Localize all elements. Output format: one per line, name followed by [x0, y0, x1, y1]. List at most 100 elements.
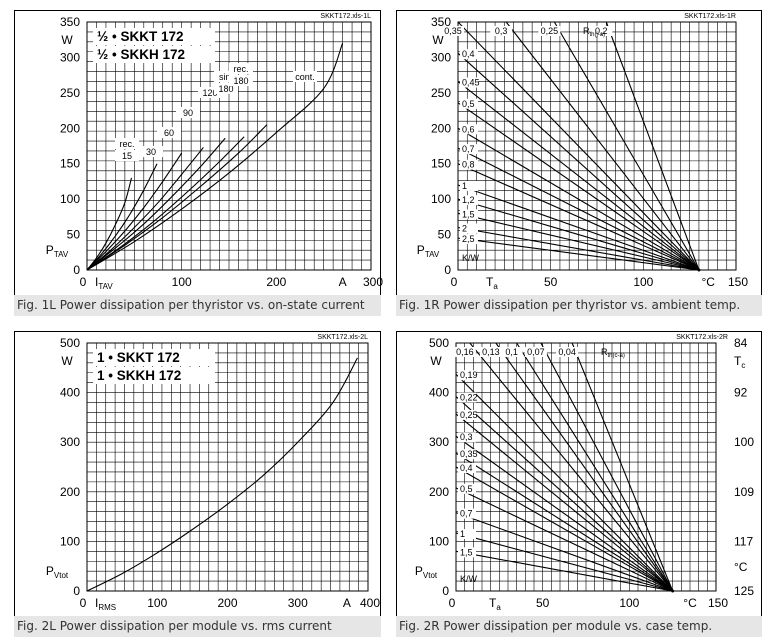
- series-line-0-4: [455, 466, 673, 592]
- chart-title: ½ • SKKH 172: [97, 47, 185, 62]
- series-label-background: [590, 26, 613, 36]
- y-axis-label: PVtot: [415, 564, 438, 580]
- series-label-background: [524, 347, 547, 357]
- y-tick-label: 100: [60, 192, 80, 206]
- series-label: rec.: [119, 139, 134, 149]
- chart-title: 1 • SKKH 172: [97, 368, 181, 383]
- series-line-rec-15: [86, 177, 133, 271]
- right-tick-label: 125: [734, 584, 754, 598]
- series-label: 90: [183, 108, 193, 118]
- series-label-background: [460, 159, 478, 170]
- x-tick-label: 150: [708, 596, 728, 610]
- series-line-0-7: [457, 147, 700, 271]
- series-line-2-5: [457, 237, 700, 271]
- x-axis-unit: A: [339, 275, 347, 289]
- series-line-0-16: [469, 342, 674, 592]
- x-tick-label: 100: [633, 275, 653, 289]
- x-tick-label: 0: [80, 275, 87, 289]
- chart-panel-fig-2l: SKKT172.xls-2L 0 100 200 300 400 500 0 100 200 300…: [14, 331, 381, 637]
- series-label: 0,22: [460, 393, 478, 403]
- series-label-background: [293, 71, 317, 82]
- chart-title: 1 • SKKT 172: [97, 350, 180, 365]
- series-label-background: [460, 49, 478, 60]
- series-line-0-45: [457, 81, 700, 271]
- series-line-0-35: [455, 452, 673, 592]
- plot-frame: [86, 21, 372, 271]
- x-axis-unit: °C: [701, 275, 715, 289]
- y-tick-label: 200: [60, 121, 80, 135]
- chart-panel-fig-1l: SKKT172.xls-1L 0 50 100 150 200 250 300 350 0 100 2…: [14, 10, 383, 316]
- series-label-background: [490, 26, 513, 36]
- series-label-background: [500, 347, 523, 357]
- series-label: 30: [146, 147, 156, 157]
- series-label: 2: [462, 223, 467, 233]
- series-label-background: [458, 392, 476, 403]
- series-label-background: [460, 234, 478, 245]
- chart-caption: Fig. 1R Power dissipation per thyristor …: [396, 295, 762, 316]
- chart-panel-fig-1r: SKKT172.xls-1R 0 50 100 150 200 250 300 350 0 50 10…: [396, 10, 762, 316]
- series-label: 0,5: [462, 99, 475, 109]
- series-label: 0,8: [462, 160, 475, 170]
- series-label: 0,45: [462, 78, 480, 88]
- chart-caption: Fig. 1L Power dissipation per thyristor …: [14, 295, 381, 316]
- series-line-0-1: [516, 342, 674, 592]
- series-label: rec.: [233, 64, 248, 74]
- x-axis-label: Ta: [486, 275, 498, 291]
- series-line-0-13: [495, 342, 674, 592]
- series-line-0-7: [455, 512, 673, 592]
- x-tick-label: 0: [80, 596, 87, 610]
- y-tick-label: 150: [431, 157, 451, 171]
- y-axis-label: PTAV: [417, 243, 440, 259]
- series-label: 0,19: [460, 370, 478, 380]
- series-label: 0,04: [558, 347, 576, 357]
- convergence-point: [697, 268, 701, 272]
- series-line-0-6: [457, 127, 700, 271]
- y-tick-label: 200: [60, 485, 80, 499]
- file-tag: SKKT172.xls-2R: [676, 334, 728, 341]
- series-label: 0,2: [595, 26, 608, 36]
- title-background: [93, 46, 215, 63]
- series-label-background: [198, 87, 222, 98]
- series-label-background: [176, 107, 200, 118]
- series-label: 0,4: [462, 49, 475, 59]
- series-label: 1,2: [462, 195, 475, 205]
- series-label-background: [458, 370, 476, 381]
- rth-unit: K/W: [462, 253, 480, 263]
- series-label-background: [229, 63, 253, 74]
- series-label: 0,6: [462, 124, 475, 134]
- series-label: 0,13: [482, 347, 500, 357]
- y-axis-unit: W: [61, 33, 73, 47]
- x-tick-label: 150: [728, 275, 748, 289]
- series-label: 0,3: [495, 26, 508, 36]
- chart-fig-2l: SKKT172.xls-2L 0 100 200 300 400 500 0 100 200 300…: [14, 331, 381, 637]
- right-tick-label: 109: [734, 485, 754, 499]
- chart-panel-fig-2r: SKKT172.xls-2R 0 100 200 300 400 500 0 50 100 150 °…: [396, 331, 762, 637]
- x-tick-label: 200: [217, 596, 237, 610]
- series-label: 0,35: [444, 26, 462, 36]
- file-tag: SKKT172.xls-2L: [317, 334, 368, 341]
- y-tick-label: 400: [60, 386, 80, 400]
- y-tick-label: 300: [60, 435, 80, 449]
- y-tick-label: 250: [60, 86, 80, 100]
- y-axis-unit: W: [432, 33, 444, 47]
- series-label: 0,1: [505, 347, 518, 357]
- y-axis-label: PTAV: [46, 243, 69, 259]
- y-tick-label: 50: [67, 228, 81, 242]
- series-label-background: [460, 98, 478, 109]
- rth-unit: K/W: [460, 574, 478, 584]
- series-label-background: [458, 449, 476, 460]
- series-label-background: [458, 432, 476, 443]
- series-label-background: [460, 77, 478, 88]
- right-axis-label: Tc: [734, 354, 745, 370]
- series-label-background: [214, 71, 238, 82]
- series-label-background: [458, 409, 476, 420]
- series-line-0-25: [553, 21, 700, 271]
- series-label-background: [458, 483, 476, 494]
- series-label: 0,5: [460, 484, 473, 494]
- title-background: [93, 28, 215, 45]
- y-tick-label: 50: [438, 228, 452, 242]
- y-tick-label: 0: [442, 584, 449, 598]
- title-background: [93, 367, 215, 384]
- series-label-background: [458, 508, 476, 519]
